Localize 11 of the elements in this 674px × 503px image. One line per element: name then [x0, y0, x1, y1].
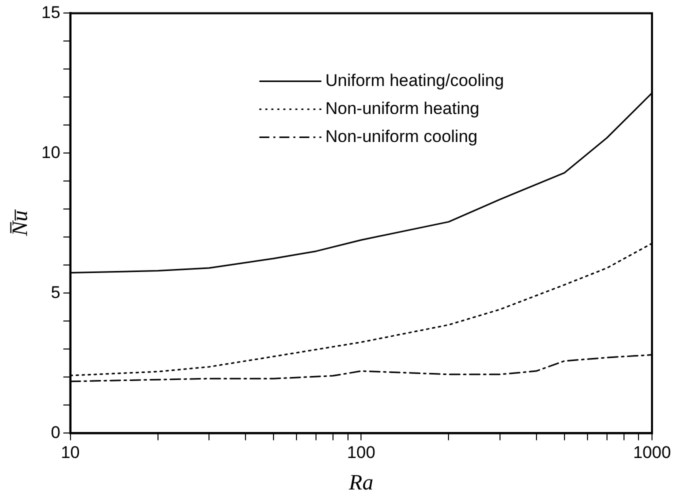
legend-label: Uniform heating/cooling	[325, 70, 504, 90]
x-axis-title: Ra	[348, 470, 374, 495]
y-tick-label: 0	[50, 422, 60, 442]
x-tick-label: 100	[346, 443, 376, 462]
y-tick-label: 5	[50, 282, 60, 302]
x-tick-label: 1000	[633, 443, 671, 462]
y-tick-label: 15	[41, 2, 60, 22]
y-axis-title: N̅u̅	[6, 209, 32, 238]
legend-label: Non-uniform cooling	[325, 126, 478, 146]
y-tick-label: 10	[41, 142, 60, 162]
legend-label: Non-uniform heating	[325, 98, 480, 118]
